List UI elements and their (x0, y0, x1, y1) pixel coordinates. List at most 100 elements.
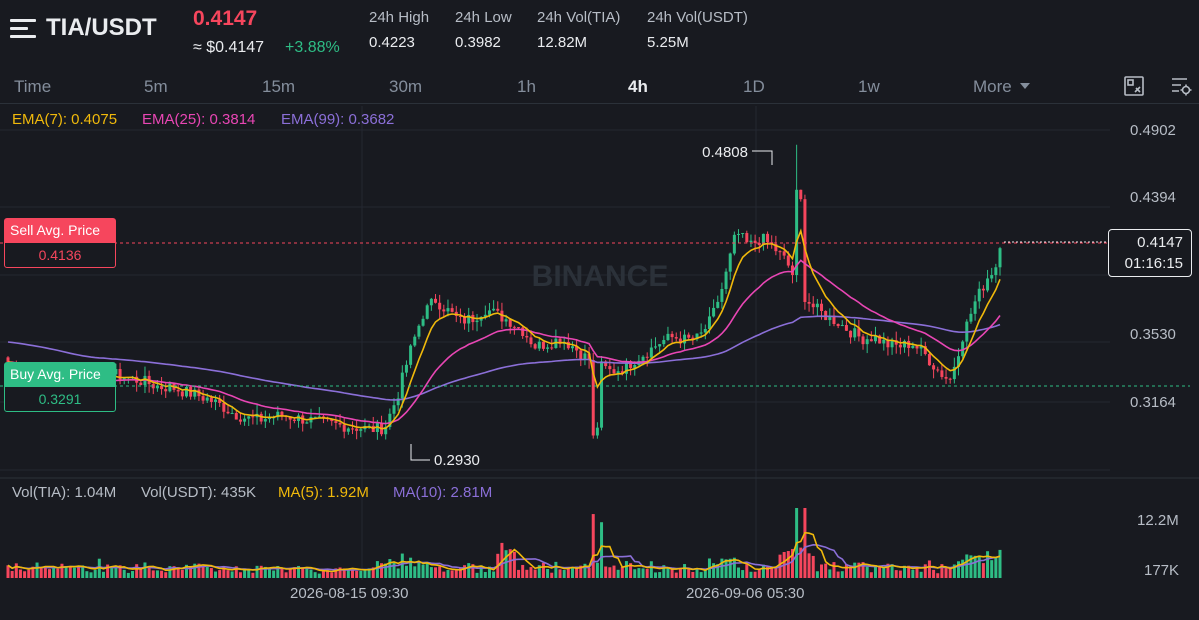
buy-avg-value: 0.3291 (4, 386, 116, 412)
candle-body (463, 316, 467, 324)
tab-1w[interactable]: 1w (858, 77, 880, 96)
volume-bar (23, 571, 27, 578)
candle-body (969, 313, 973, 322)
volume-bar (218, 570, 222, 578)
tab-1h[interactable]: 1h (517, 77, 536, 96)
volume-bar (637, 568, 641, 578)
candle-body (919, 346, 923, 349)
tab-4h[interactable]: 4h (628, 77, 648, 96)
candle-body (297, 415, 301, 421)
candle-body (276, 411, 280, 418)
volume-bar (861, 562, 865, 578)
volume-bar (604, 566, 608, 578)
candle-body (865, 339, 869, 345)
candle-body (886, 339, 890, 348)
candle-body (878, 335, 882, 344)
candle-body (475, 320, 479, 323)
volume-bar (272, 570, 276, 578)
chart-settings-icon[interactable] (1122, 74, 1146, 98)
volume-bar (342, 568, 346, 578)
volume-bar (52, 566, 56, 578)
candle-body (629, 361, 633, 368)
volume-bar (903, 565, 907, 578)
candle-body (911, 345, 915, 349)
volume-bar (977, 555, 981, 578)
volume-bar (131, 571, 135, 578)
volume-bar (330, 572, 334, 578)
candle-body (600, 361, 604, 428)
volume-bar (504, 550, 508, 578)
volume-bar (857, 562, 861, 578)
volume-bar (824, 563, 828, 578)
candle-body (317, 416, 321, 418)
candle-body (795, 189, 799, 276)
volume-bar (641, 568, 645, 578)
candle-body (184, 387, 188, 397)
candle-body (288, 416, 292, 420)
tab-30m[interactable]: 30m (389, 77, 423, 96)
volume-bar (882, 566, 886, 578)
ema-lines (7, 228, 1001, 430)
volume-bar (89, 572, 93, 578)
candle-body (151, 384, 155, 389)
volume-bar (853, 562, 857, 578)
candle-body (193, 389, 197, 397)
candle-body (844, 325, 848, 331)
volume-bar (674, 572, 678, 578)
candle-body (529, 337, 533, 345)
menu-icon[interactable] (10, 17, 36, 41)
volume-bar (990, 560, 994, 578)
volume-bar (384, 563, 388, 578)
tab-15m[interactable]: 15m (262, 77, 296, 96)
candle-body (923, 346, 927, 355)
candle-body (330, 419, 334, 422)
sell-avg-tag[interactable]: Sell Avg. Price 0.4136 (4, 218, 116, 268)
volume-bar (301, 567, 305, 578)
ema7-legend: EMA(7): 0.4075 (12, 111, 118, 128)
candle-body (604, 361, 608, 367)
volume-bar (508, 549, 512, 578)
candle-body (645, 356, 649, 358)
tab-1d[interactable]: 1D (743, 77, 765, 96)
volume-bar (965, 554, 969, 578)
candle-body (782, 251, 786, 256)
volume-bar (961, 559, 965, 578)
volume-bar (230, 571, 234, 578)
volume-bar (956, 561, 960, 578)
volume-bar (18, 569, 22, 578)
candle-body (853, 328, 857, 338)
volume-bar (612, 565, 616, 578)
volume-bar (209, 568, 213, 578)
volume-bar (566, 568, 570, 578)
tab-more[interactable]: More (973, 77, 1031, 97)
volume-bar (948, 568, 952, 578)
volume-bar (936, 573, 940, 578)
indicator-settings-icon[interactable] (1169, 74, 1193, 98)
candle-body (981, 288, 985, 291)
volume-bar (550, 572, 554, 578)
tab-time[interactable]: Time (14, 77, 52, 96)
candle-body (313, 416, 317, 418)
candle-body (849, 330, 853, 338)
volume-bar (93, 569, 97, 578)
volume-bar (927, 560, 931, 578)
tab-5m[interactable]: 5m (144, 77, 168, 96)
volume-bar (554, 561, 558, 578)
volume-bar (226, 570, 230, 578)
candle-body (683, 334, 687, 344)
volume-bar (417, 562, 421, 578)
candle-body (691, 337, 695, 340)
buy-avg-tag[interactable]: Buy Avg. Price 0.3291 (4, 362, 116, 412)
volume-bar (678, 568, 682, 578)
candle-body (413, 336, 417, 346)
volume-bar (251, 572, 255, 578)
volume-bar (434, 567, 438, 578)
buy-avg-label: Buy Avg. Price (4, 362, 116, 386)
pair-title[interactable]: TIA/USDT (46, 14, 157, 41)
candle-body (658, 344, 662, 347)
candle-body (243, 418, 247, 422)
volume-bar (243, 568, 247, 578)
volume-bar (375, 561, 379, 578)
volume-bar (305, 568, 309, 578)
